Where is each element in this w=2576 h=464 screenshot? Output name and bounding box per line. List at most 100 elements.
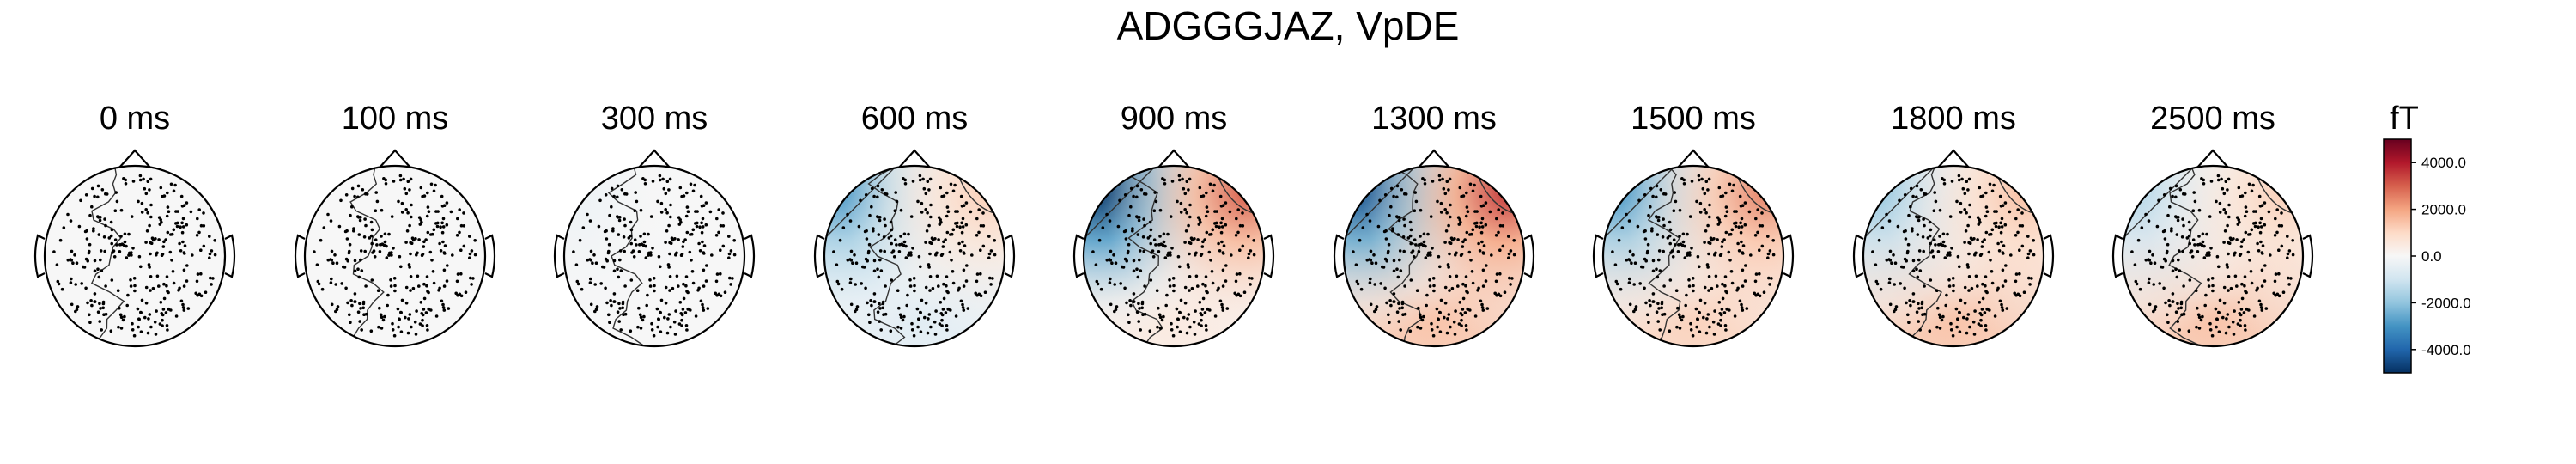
- sensor-dot: [1658, 328, 1662, 332]
- sensor-dot: [927, 263, 931, 266]
- sensor-dot: [1730, 228, 1735, 232]
- sensor-dot: [329, 258, 332, 261]
- sensor-dot: [88, 242, 92, 247]
- sensor-dot: [2263, 223, 2267, 227]
- sensor-dot: [638, 313, 642, 317]
- sensor-dot: [2147, 281, 2151, 284]
- sensor-dot: [1740, 240, 1743, 244]
- sensor-dot: [2232, 333, 2236, 336]
- sensor-dot: [2026, 256, 2030, 260]
- topomap-time-label: 900 ms: [1121, 101, 1228, 137]
- sensor-dot: [868, 321, 872, 325]
- sensor-dot: [432, 281, 436, 285]
- sensor-dot: [52, 250, 56, 253]
- sensor-dot: [2257, 249, 2261, 253]
- sensor-dot: [1409, 228, 1413, 232]
- sensor-dot: [100, 328, 103, 332]
- sensor-dot: [1389, 205, 1393, 209]
- sensor-dot: [363, 217, 367, 221]
- sensor-dot: [1976, 238, 1979, 241]
- sensor-dot: [1946, 232, 1949, 236]
- sensor-dot: [580, 287, 584, 291]
- sensor-dot: [1105, 258, 1109, 262]
- sensor-dot: [637, 250, 641, 253]
- sensor-dot: [924, 208, 927, 211]
- sensor-dot: [1185, 180, 1189, 183]
- sensor-dot: [893, 238, 897, 242]
- contour-line: [1344, 166, 1417, 240]
- sensor-dot: [1497, 208, 1500, 211]
- sensor-dot: [977, 230, 981, 235]
- sensor-dot: [1097, 238, 1102, 242]
- sensor-dot: [470, 283, 473, 286]
- sensor-dot: [939, 312, 943, 315]
- sensor-dot: [2269, 253, 2272, 257]
- sensor-dot: [2261, 244, 2265, 247]
- sensor-dot: [1465, 328, 1468, 332]
- sensor-dot: [404, 301, 409, 305]
- sensor-dot: [1625, 212, 1628, 217]
- sensor-dot: [1724, 191, 1728, 195]
- sensor-dot: [896, 325, 900, 329]
- sensor-dot: [1928, 329, 1932, 333]
- sensor-dot: [2274, 272, 2278, 276]
- sensor-dot: [1201, 240, 1205, 244]
- sensor-dot: [1723, 284, 1727, 288]
- sensor-dot: [330, 302, 334, 307]
- sensor-dot: [210, 283, 213, 286]
- sensor-dot: [853, 253, 856, 257]
- sensor-dot: [859, 198, 862, 203]
- sensor-dot: [624, 192, 629, 196]
- sensor-dot: [715, 272, 720, 276]
- sensor-dot: [621, 306, 624, 310]
- sensor-dot: [137, 317, 141, 321]
- sensor-dot: [1745, 307, 1749, 310]
- sensor-dot: [357, 233, 361, 236]
- sensor-dot: [1383, 286, 1387, 290]
- sensor-dot: [1963, 301, 1967, 305]
- sensor-dot: [2250, 281, 2254, 285]
- sensor-dots: [2130, 174, 2295, 338]
- sensor-dot: [1454, 309, 1457, 313]
- sensor-dot: [1507, 252, 1511, 256]
- sensor-dot: [1663, 192, 1668, 196]
- sensor-dot: [659, 311, 662, 314]
- sensor-dot: [1408, 329, 1413, 333]
- sensor-dot: [2277, 272, 2281, 276]
- left-ear-outline: [1852, 234, 1864, 278]
- sensor-dot: [1918, 269, 1923, 272]
- sensor-dot: [666, 263, 671, 266]
- sensor-dot: [1453, 237, 1456, 241]
- sensor-dot: [1485, 264, 1488, 267]
- sensor-dot: [1115, 305, 1119, 308]
- sensor-dot: [427, 210, 431, 213]
- sensor-dot: [2256, 286, 2259, 290]
- sensor-dot: [322, 226, 326, 229]
- sensor-dot: [612, 300, 617, 303]
- sensor-dot: [1720, 245, 1724, 248]
- sensor-dot: [659, 330, 663, 334]
- sensor-dot: [2191, 238, 2196, 242]
- sensor-dot: [1984, 230, 1989, 235]
- sensor-dot: [383, 314, 386, 319]
- sensor-dot: [436, 221, 440, 225]
- sensor-dot: [1919, 188, 1923, 192]
- sensor-dot: [1671, 255, 1675, 259]
- sensor-dot: [57, 282, 61, 286]
- sensor-dot: [1459, 312, 1462, 315]
- sensor-dot: [1981, 282, 1984, 286]
- sensor-dot: [346, 259, 350, 263]
- sensor-dot: [884, 192, 889, 196]
- sensor-dot: [1631, 253, 1635, 257]
- sensor-dot: [210, 249, 214, 253]
- sensor-dot: [1744, 264, 1747, 267]
- sensor-dot: [2239, 308, 2244, 311]
- sensor-dot: [1424, 244, 1427, 248]
- sensor-dot: [684, 275, 689, 278]
- sensor-dot: [127, 253, 131, 257]
- sensor-dot: [1905, 259, 1908, 263]
- sensor-dot: [2222, 192, 2227, 196]
- sensor-dot: [1984, 205, 1989, 209]
- sensor-dot: [1888, 277, 1892, 281]
- sensor-dot: [1151, 249, 1155, 253]
